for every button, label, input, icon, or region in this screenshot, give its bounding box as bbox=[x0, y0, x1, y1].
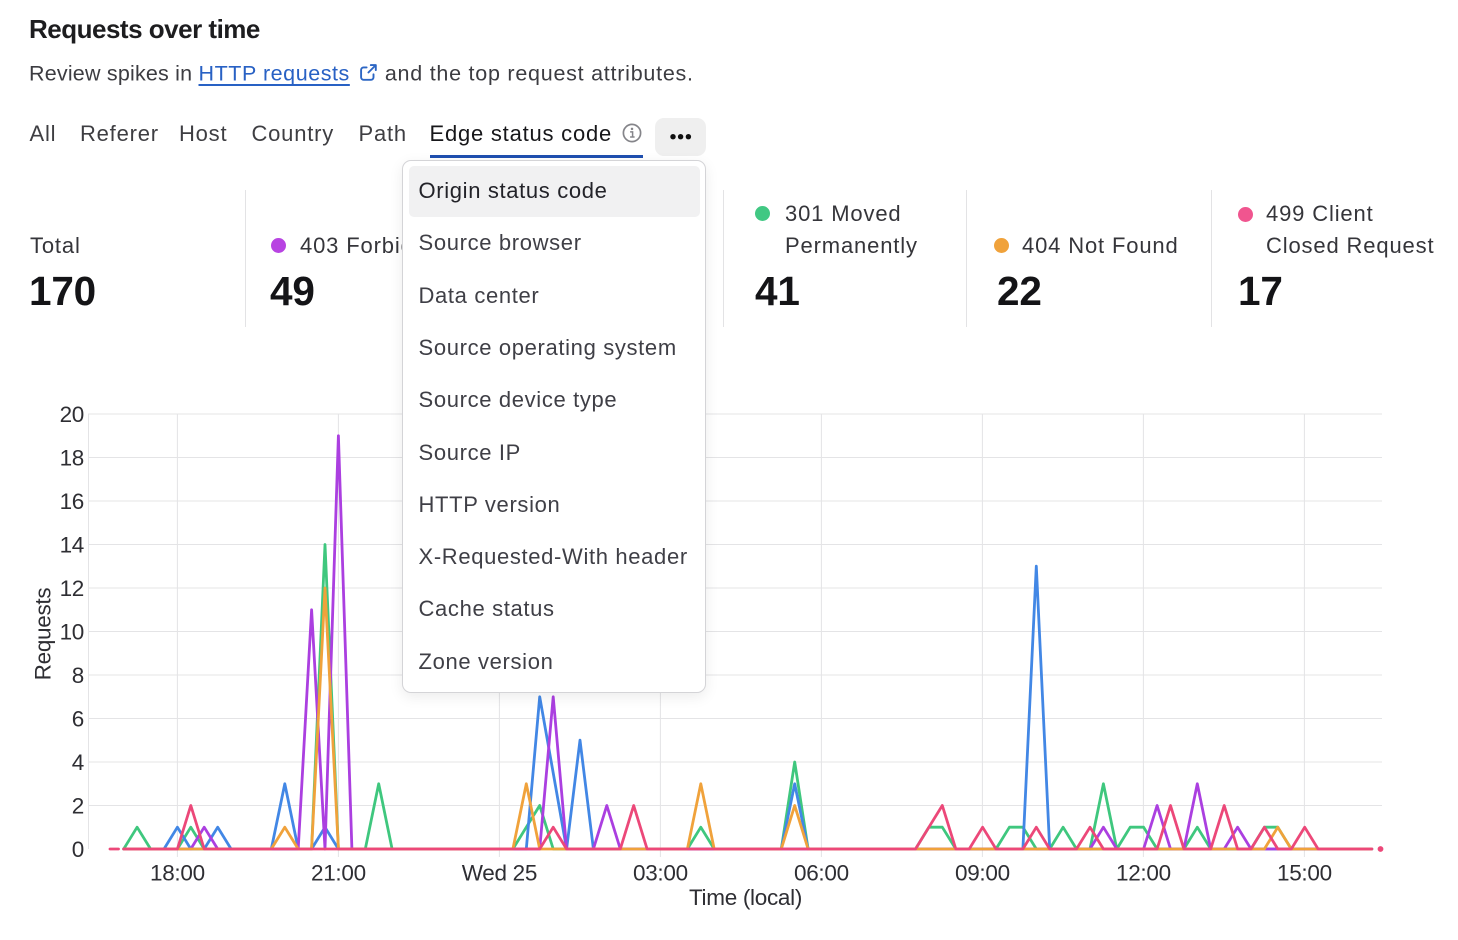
svg-text:Wed 25: Wed 25 bbox=[462, 861, 537, 886]
svg-text:10: 10 bbox=[60, 620, 84, 645]
svg-text:21:00: 21:00 bbox=[311, 861, 366, 886]
svg-text:18: 18 bbox=[60, 446, 84, 471]
svg-text:03:00: 03:00 bbox=[633, 861, 688, 886]
svg-text:Requests: Requests bbox=[31, 588, 56, 681]
svg-text:0: 0 bbox=[72, 837, 84, 862]
svg-text:12:00: 12:00 bbox=[1116, 861, 1171, 886]
svg-text:20: 20 bbox=[60, 402, 84, 427]
svg-text:15:00: 15:00 bbox=[1277, 861, 1332, 886]
svg-text:18:00: 18:00 bbox=[150, 861, 205, 886]
svg-text:2: 2 bbox=[72, 794, 84, 819]
svg-text:14: 14 bbox=[60, 533, 84, 558]
svg-text:6: 6 bbox=[72, 707, 84, 732]
svg-text:8: 8 bbox=[72, 663, 84, 688]
svg-text:Time (local): Time (local) bbox=[689, 885, 802, 910]
svg-text:09:00: 09:00 bbox=[955, 861, 1010, 886]
svg-text:16: 16 bbox=[60, 489, 84, 514]
svg-text:06:00: 06:00 bbox=[794, 861, 849, 886]
svg-text:4: 4 bbox=[72, 750, 84, 775]
svg-text:12: 12 bbox=[60, 576, 84, 601]
